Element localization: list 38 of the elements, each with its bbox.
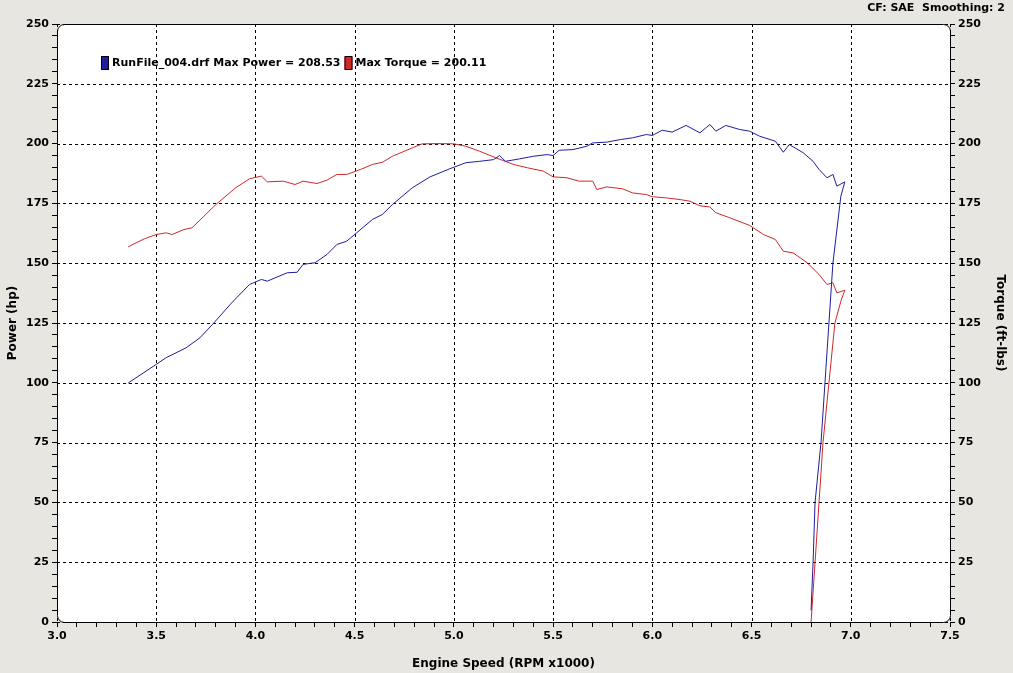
y2-tick-label: 75 (958, 435, 974, 449)
x-tick-label: 6.5 (741, 629, 762, 643)
y-tick-label: 200 (26, 136, 50, 150)
y-tick-label: 0 (41, 614, 50, 628)
y2-tick-label: 225 (958, 76, 981, 90)
x-tick-label: 6.0 (642, 629, 663, 643)
y2-tick-label: 200 (958, 136, 982, 150)
x-tick-label: 7.5 (940, 629, 960, 643)
x-tick-label: 5.0 (444, 629, 464, 643)
x-tick-label: 4.5 (344, 629, 365, 643)
y-tick-label: 100 (26, 375, 50, 389)
legend-label: Max Torque = 200.11 (355, 55, 487, 69)
y2-tick-label: 25 (958, 555, 974, 569)
y2-tick-label: 0 (958, 614, 966, 628)
y-tick-label: 75 (33, 435, 49, 449)
y-tick-label: 225 (26, 76, 49, 90)
y2-tick-label: 125 (958, 315, 981, 329)
y-tick-label: 125 (26, 315, 49, 329)
x-tick-label: 7.0 (841, 629, 861, 643)
x-tick-label: 4.0 (245, 629, 266, 643)
y-tick-label: 250 (26, 16, 50, 30)
y2-tick-label: 50 (958, 495, 974, 509)
y2-axis-title: Torque (ft-lbs) (993, 274, 1008, 372)
x-tick-label: 5.5 (543, 629, 563, 643)
x-axis-title: Engine Speed (RPM x1000) (412, 655, 595, 670)
y-tick-label: 175 (26, 196, 49, 210)
text: CF: SAE Smoothing: 2 (867, 0, 1005, 14)
x-tick-label: 3.5 (146, 629, 166, 643)
y2-tick-label: 100 (958, 375, 982, 389)
y2-tick-label: 150 (958, 256, 982, 270)
legend-label: RunFile_004.drf Max Power = 208.53 (112, 55, 341, 69)
y-tick-label: 150 (26, 256, 50, 270)
y-tick-label: 25 (33, 555, 49, 569)
y2-tick-label: 175 (958, 196, 981, 210)
x-tick-label: 3.0 (47, 629, 68, 643)
y-axis-title: Power (hp) (5, 285, 20, 361)
y-tick-label: 50 (33, 495, 50, 509)
y2-tick-label: 250 (958, 16, 982, 30)
